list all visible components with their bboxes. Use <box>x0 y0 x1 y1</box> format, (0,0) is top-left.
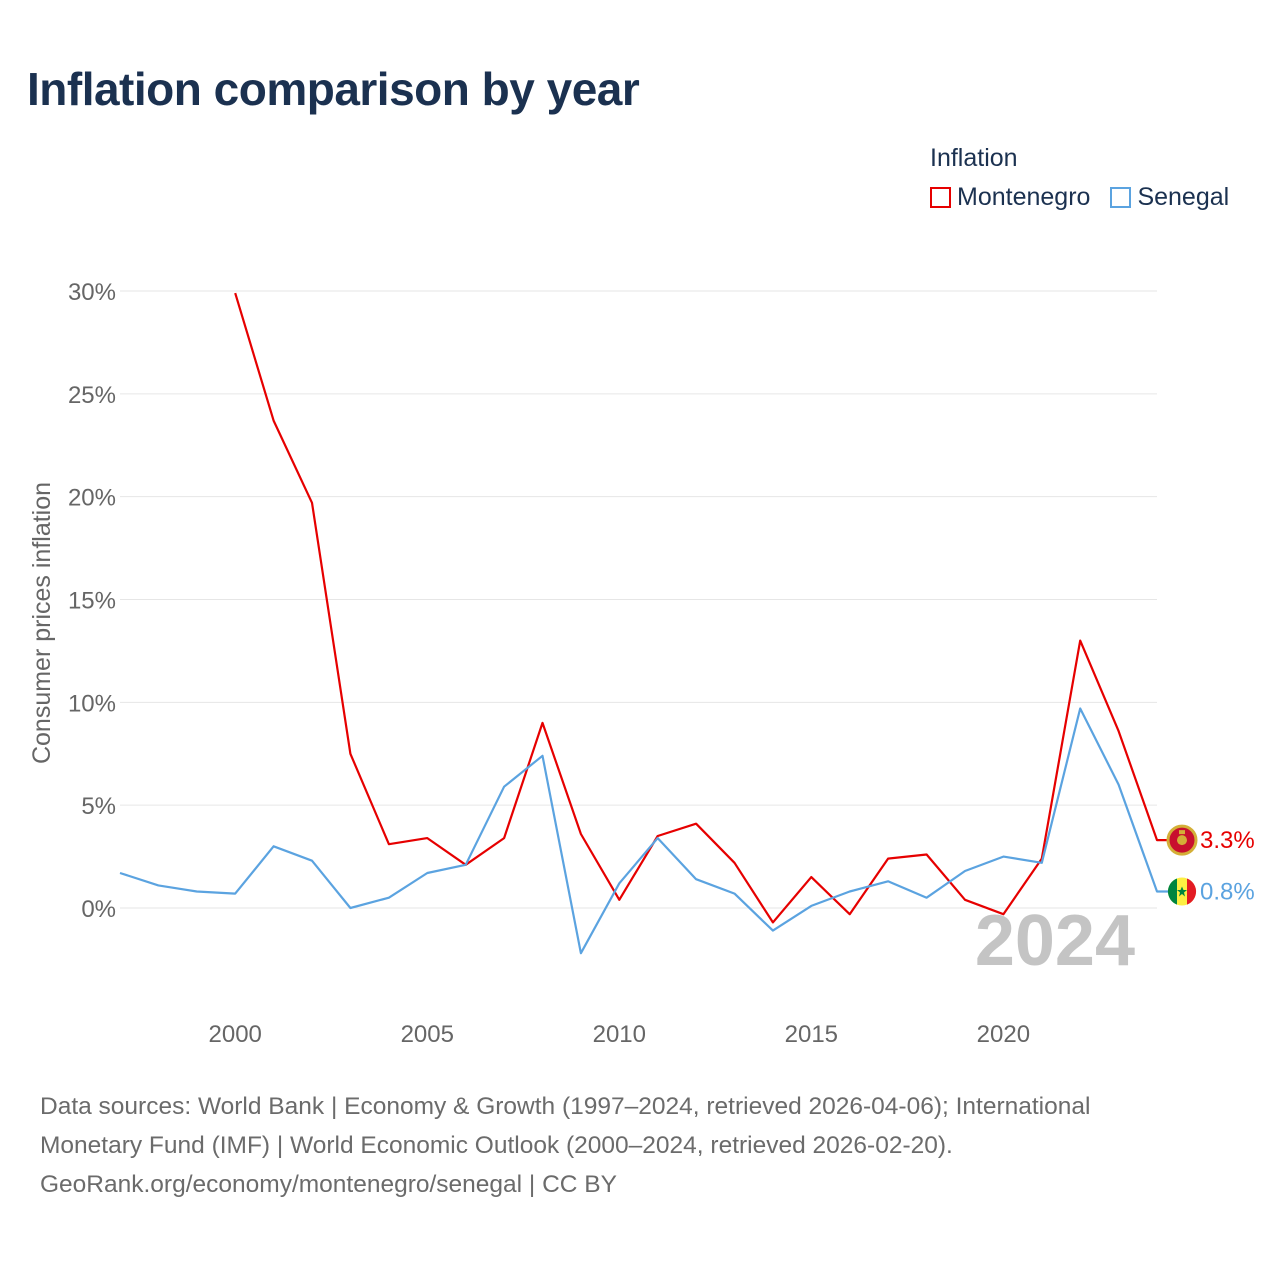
legend-swatch-senegal <box>1110 187 1132 208</box>
senegal-flag-icon <box>1167 877 1197 906</box>
line-chart: 0% 5% 10% 15% 20% 25% 30% 2000 2005 2010 2015 2020… <box>28 279 1255 1048</box>
footer-line-2: Monetary Fund (IMF) | World Economic Out… <box>40 1132 953 1159</box>
legend-item-montenegro[interactable]: Montenegro <box>930 183 1090 212</box>
x-tick-label: 2010 <box>593 1021 646 1048</box>
gridlines <box>120 290 1157 909</box>
end-value-label-montenegro: 3.3% <box>1200 827 1255 854</box>
y-tick-label: 20% <box>68 485 116 512</box>
y-tick-label: 15% <box>68 588 116 615</box>
legend-label-montenegro: Montenegro <box>957 183 1091 211</box>
montenegro-flag-icon <box>1166 824 1198 856</box>
legend-label-senegal: Senegal <box>1137 183 1230 211</box>
x-axis-ticks: 2000 2005 2010 2015 2020 <box>209 1021 1031 1048</box>
series-line-senegal[interactable] <box>119 707 1169 955</box>
legend-swatch-montenegro <box>930 187 951 208</box>
chart-title: Inflation comparison by year <box>27 63 640 115</box>
y-tick-label: 5% <box>81 793 116 820</box>
x-tick-label: 2015 <box>785 1021 838 1048</box>
y-axis-ticks: 0% 5% 10% 15% 20% 25% 30% <box>68 279 116 923</box>
footer: Data sources: World Bank | Economy & Gro… <box>40 1087 1240 1204</box>
y-tick-label: 0% <box>81 896 116 923</box>
y-tick-label: 10% <box>68 690 116 717</box>
end-labels: 3.3% 0.8% <box>1166 824 1255 906</box>
legend-item-senegal[interactable]: Senegal <box>1110 183 1229 212</box>
y-tick-label: 30% <box>68 279 116 306</box>
legend-title: Inflation <box>930 144 1018 172</box>
footer-line-3: GeoRank.org/economy/montenegro/senegal |… <box>40 1171 617 1198</box>
legend: Inflation Montenegro Senegal <box>930 144 1229 212</box>
y-axis-label: Consumer prices inflation <box>28 482 56 764</box>
series-lines <box>119 292 1169 955</box>
footer-line-1: Data sources: World Bank | Economy & Gro… <box>40 1093 1091 1120</box>
y-tick-label: 25% <box>68 382 116 409</box>
end-value-label-senegal: 0.8% <box>1200 879 1255 906</box>
x-tick-label: 2020 <box>977 1021 1030 1048</box>
x-tick-label: 2005 <box>401 1021 454 1048</box>
x-tick-label: 2000 <box>209 1021 262 1048</box>
series-line-montenegro[interactable] <box>234 292 1169 924</box>
